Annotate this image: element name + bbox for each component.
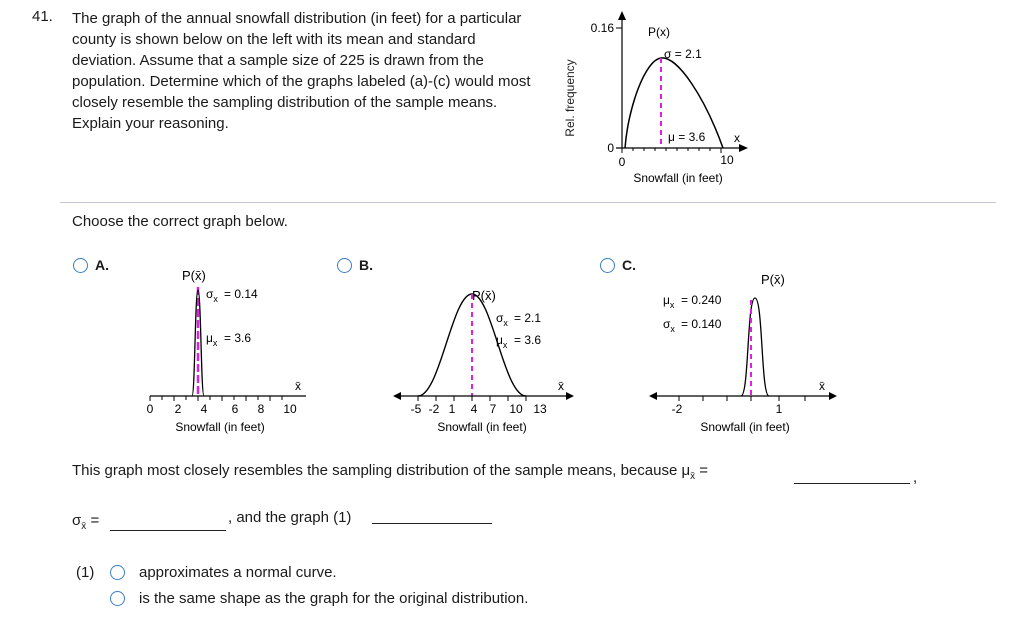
svg-text:-5: -5 <box>411 402 422 416</box>
option-b-left-arrow-icon <box>393 392 401 400</box>
svg-text:10: 10 <box>509 402 523 416</box>
y-axis-arrow-icon <box>618 11 626 20</box>
option-c-mu: = 0.240 <box>681 293 722 307</box>
choice-normal-radio[interactable] <box>110 565 125 580</box>
svg-text:10: 10 <box>283 402 297 416</box>
sigma-label: σ = 2.1 <box>664 47 702 61</box>
x-axis-label: Snowfall (in feet) <box>633 171 722 185</box>
svg-text:μx: μx <box>206 331 218 348</box>
x-tick-10: 10 <box>720 153 734 167</box>
option-a-curve <box>191 289 205 397</box>
graph-shape-dropdown-field[interactable] <box>372 523 492 524</box>
option-b-right-arrow-icon <box>566 392 574 400</box>
option-a-x-label: Snowfall (in feet) <box>175 420 264 434</box>
option-b-letter: B. <box>359 257 373 273</box>
x-tick-0: 0 <box>619 155 626 169</box>
svg-text:σx: σx <box>663 317 675 334</box>
choice-list-label: (1) <box>76 564 95 581</box>
svg-text:2: 2 <box>175 402 182 416</box>
func-label: P(x) <box>648 25 670 39</box>
choice-normal-label[interactable]: approximates a normal curve. <box>139 564 337 581</box>
explanation-sentence: This graph most closely resembles the sa… <box>72 462 709 482</box>
option-a-sigma: = 0.14 <box>224 287 258 301</box>
svg-text:7: 7 <box>490 402 497 416</box>
mu-answer-field[interactable] <box>794 483 910 484</box>
option-c-radio[interactable] <box>600 258 615 273</box>
option-c-graph[interactable]: P(x̄) μx = 0.240 σx = 0.140 x̄ -2 1 Snow… <box>645 262 845 438</box>
option-c-curve <box>740 297 770 397</box>
option-a-radio[interactable] <box>73 258 88 273</box>
option-b-radio[interactable] <box>337 258 352 273</box>
svg-text:4: 4 <box>201 402 208 416</box>
option-c-right-arrow-icon <box>829 392 837 400</box>
svg-text:x̄: x̄ <box>295 379 301 393</box>
svg-text:4: 4 <box>471 402 478 416</box>
svg-text:x̄: x̄ <box>819 379 825 393</box>
mu-symbol: μx̄ <box>681 462 696 482</box>
option-a-mu: = 3.6 <box>224 331 251 345</box>
svg-text:μx: μx <box>663 293 675 310</box>
x-axis-variable: x <box>734 131 740 145</box>
question-number: 41. <box>32 8 53 25</box>
sigma-answer-field[interactable] <box>110 530 226 531</box>
y-axis-label: Rel. frequency <box>563 59 577 136</box>
sigma-symbol: σx̄ = <box>72 512 100 532</box>
comma: , <box>913 469 918 486</box>
section-divider <box>60 202 996 203</box>
svg-text:1: 1 <box>776 402 783 416</box>
svg-text:6: 6 <box>232 402 239 416</box>
choice-same-shape-label[interactable]: is the same shape as the graph for the o… <box>139 590 529 607</box>
svg-text:x̄: x̄ <box>558 379 564 393</box>
svg-text:μx: μx <box>496 333 508 350</box>
svg-text:σx: σx <box>206 287 218 304</box>
option-a-graph[interactable]: P(x̄) σx = 0.14 μx = 3.6 x̄ 0 2 4 6 8 10… <box>140 262 320 440</box>
svg-text:13: 13 <box>533 402 547 416</box>
option-b-x-label: Snowfall (in feet) <box>437 420 526 434</box>
option-c-sigma: = 0.140 <box>681 317 722 331</box>
option-b-curve <box>417 293 527 397</box>
y-tick-top: 0.16 <box>591 21 615 35</box>
svg-text:1: 1 <box>449 402 456 416</box>
option-b-func-label: P(x̄) <box>472 288 496 303</box>
option-b-mu: = 3.6 <box>514 333 541 347</box>
y-tick-bottom: 0 <box>607 141 614 155</box>
option-a-letter: A. <box>95 257 109 273</box>
and-graph-text: , and the graph (1) <box>228 509 352 526</box>
question-text: The graph of the annual snowfall distrib… <box>72 10 531 132</box>
option-c-left-arrow-icon <box>649 392 657 400</box>
option-a-func-label: P(x̄) <box>182 268 206 283</box>
option-c-func-label: P(x̄) <box>761 272 785 287</box>
svg-text:-2: -2 <box>429 402 440 416</box>
mu-label: μ = 3.6 <box>668 130 706 144</box>
original-distribution-graph: Rel. frequency 0.16 0 0 10 x P(x) σ = 2.… <box>563 11 748 185</box>
svg-text:σx: σx <box>496 311 508 328</box>
option-b-graph[interactable]: P(x̄) σx = 2.1 μx = 3.6 x̄ -5 -2 1 4 7 1… <box>390 278 580 438</box>
svg-text:0: 0 <box>147 402 154 416</box>
svg-text:8: 8 <box>258 402 265 416</box>
x-axis-arrow-icon <box>739 144 748 152</box>
choice-same-shape-radio[interactable] <box>110 591 125 606</box>
option-c-x-label: Snowfall (in feet) <box>700 420 789 434</box>
choose-prompt: Choose the correct graph below. <box>72 213 288 230</box>
option-b-sigma: = 2.1 <box>514 311 541 325</box>
option-c-letter: C. <box>622 257 636 273</box>
svg-text:-2: -2 <box>672 402 683 416</box>
